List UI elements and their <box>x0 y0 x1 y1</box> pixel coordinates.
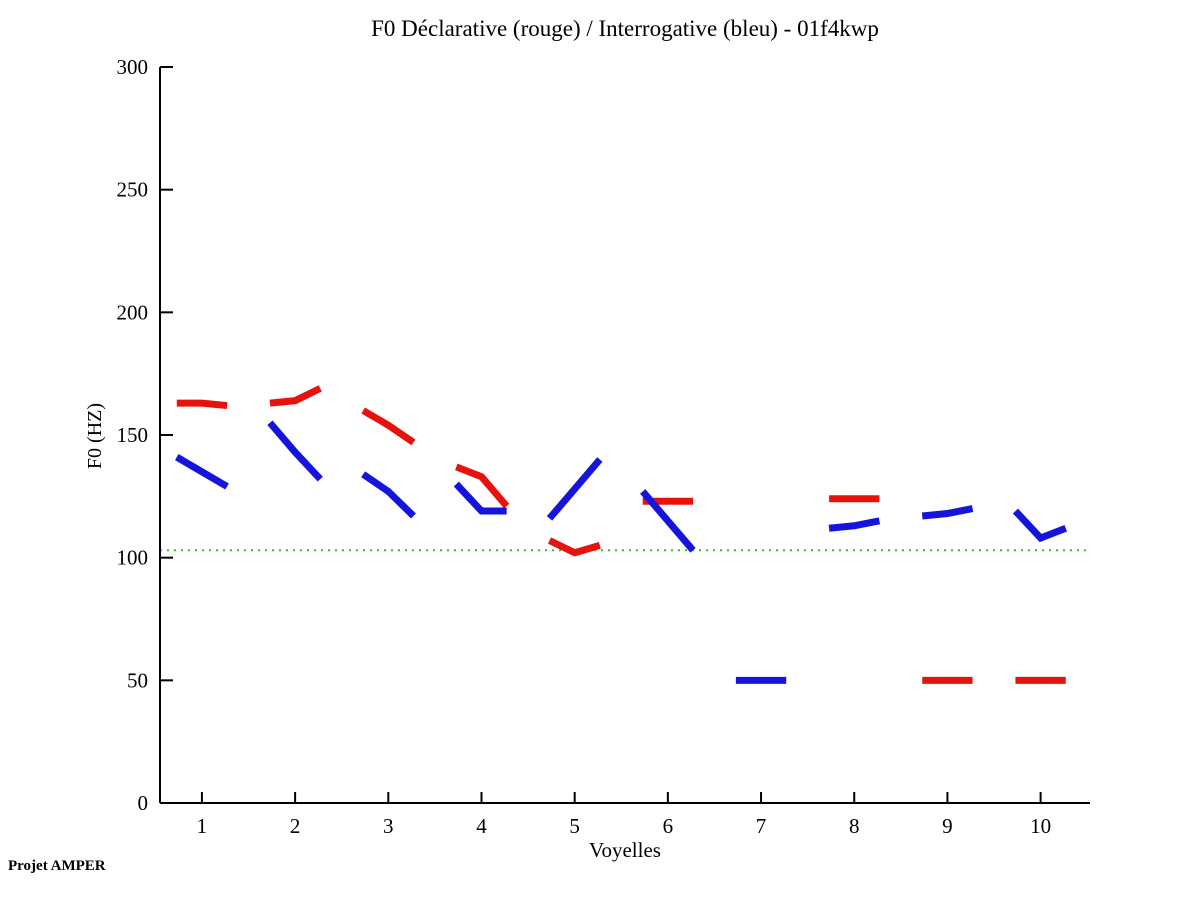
chart-title: F0 Déclarative (rouge) / Interrogative (… <box>371 16 879 41</box>
x-tick-label: 4 <box>476 814 487 838</box>
y-tick-label: 250 <box>117 178 149 202</box>
segment-vowel-3 <box>361 471 416 519</box>
segment-vowel-1 <box>175 454 229 490</box>
x-tick-label: 10 <box>1030 814 1051 838</box>
x-tick-label: 9 <box>942 814 953 838</box>
y-tick-label: 200 <box>117 300 149 324</box>
segment-vowel-3 <box>361 407 416 446</box>
segment-vowel-9 <box>921 505 974 520</box>
y-tick-label: 50 <box>127 668 148 692</box>
axes <box>159 66 1090 804</box>
segment-vowel-10 <box>1012 508 1068 543</box>
y-tick-label: 300 <box>117 55 149 79</box>
segment-vowel-2 <box>267 420 323 482</box>
x-axis-label: Voyelles <box>589 838 661 862</box>
segment-vowel-8 <box>828 517 881 532</box>
y-tick-label: 100 <box>117 546 149 570</box>
segment-vowel-6 <box>640 489 696 553</box>
x-tick-label: 5 <box>569 814 580 838</box>
x-tick-label: 8 <box>849 814 860 838</box>
series-interrogative <box>175 420 1068 684</box>
y-tick-label: 0 <box>138 791 149 815</box>
segment-vowel-2 <box>269 385 322 407</box>
project-footer: Projet AMPER <box>8 858 106 874</box>
x-tick-label: 7 <box>756 814 767 838</box>
x-tick-label: 2 <box>290 814 301 838</box>
segment-vowel-5 <box>547 537 601 557</box>
y-tick-label: 150 <box>117 423 149 447</box>
x-tick-label: 1 <box>197 814 208 838</box>
tick-labels: 0 50 100 150 200 250 300 1 2 3 4 5 6 7 8 9 10 <box>117 55 1052 838</box>
series-declarative <box>176 385 1066 684</box>
x-tick-label: 3 <box>383 814 394 838</box>
segment-vowel-4 <box>453 481 507 515</box>
segment-vowel-4 <box>455 463 510 509</box>
x-tick-label: 6 <box>663 814 674 838</box>
segment-vowel-1 <box>176 399 228 410</box>
segment-vowel-5 <box>546 457 603 521</box>
